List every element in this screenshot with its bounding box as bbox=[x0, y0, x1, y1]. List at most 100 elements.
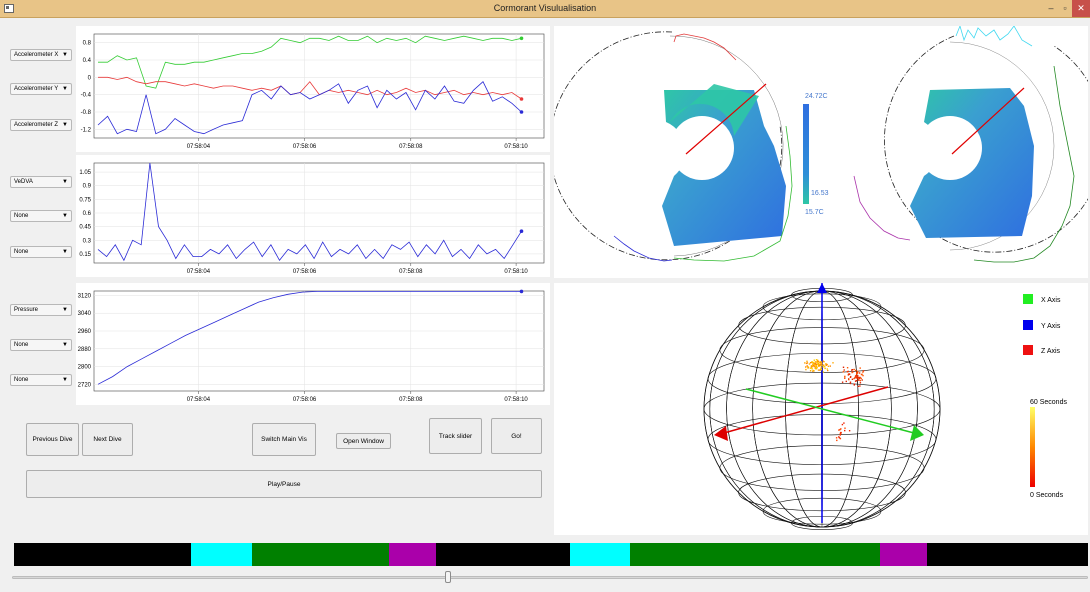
scatter-point bbox=[859, 385, 861, 387]
scatter-point bbox=[810, 365, 813, 367]
scatter-point bbox=[838, 436, 840, 438]
open-window-button[interactable]: Open Window bbox=[336, 433, 391, 449]
timeline-segment[interactable] bbox=[14, 543, 192, 566]
scatter-point bbox=[853, 368, 855, 371]
scatter-point bbox=[825, 364, 827, 366]
minimize-button[interactable]: – bbox=[1048, 3, 1054, 13]
scatter-point bbox=[836, 439, 838, 442]
scatter-point bbox=[841, 423, 844, 426]
go-button[interactable]: Go! bbox=[491, 418, 542, 454]
scatter-point bbox=[850, 375, 852, 378]
scatter-point bbox=[819, 363, 822, 366]
dropdown-arrow-icon: ▼ bbox=[62, 377, 68, 383]
timeline-segment[interactable] bbox=[252, 543, 389, 566]
next-dive-button[interactable]: Next Dive bbox=[82, 423, 133, 456]
playback-slider-track[interactable] bbox=[12, 576, 1088, 579]
scatter-point bbox=[814, 365, 817, 367]
series-end-point bbox=[519, 97, 524, 101]
scatter-point bbox=[845, 380, 847, 383]
chart1-selector-2[interactable]: Accelerometer Y ▼ bbox=[10, 83, 72, 95]
combo-label: Accelerometer Z bbox=[14, 122, 59, 128]
chart2-selector-2[interactable]: None ▼ bbox=[10, 210, 72, 222]
title-bar: Cormorant Visulualisation – ▫ ✕ bbox=[0, 0, 1090, 18]
scatter-point bbox=[852, 371, 854, 373]
play-pause-button[interactable]: Play/Pause bbox=[26, 470, 542, 498]
scatter-point bbox=[811, 368, 813, 370]
scatter-point bbox=[829, 365, 831, 367]
combo-label: None bbox=[14, 213, 29, 219]
pressure-chart: 3120 3040 2960 2880 2800 2720 07:58:04 07:58:06… bbox=[78, 289, 545, 403]
timeline-segment[interactable] bbox=[926, 543, 1088, 566]
chart1-selector-1[interactable]: Accelerometer X ▼ bbox=[10, 49, 72, 61]
previous-dive-button[interactable]: Previous Dive bbox=[26, 423, 79, 456]
scatter-point bbox=[818, 364, 820, 367]
chart3-selector-3[interactable]: None ▼ bbox=[10, 374, 72, 386]
x-tick-label: 07:58:06 bbox=[293, 144, 317, 150]
timeline-segment[interactable] bbox=[570, 543, 631, 566]
vedva-chart-panel: 1.05 0.9 0.75 0.6 0.45 0.3 0.15 07:58:04 07:58:0… bbox=[76, 155, 550, 277]
scatter-point bbox=[814, 361, 817, 363]
track-slider-button[interactable]: Track slider bbox=[429, 418, 482, 454]
scatter-point bbox=[810, 367, 812, 369]
scatter-point bbox=[844, 375, 846, 378]
scatter-point bbox=[851, 371, 853, 374]
x-tick-label: 07:58:10 bbox=[504, 397, 528, 403]
scatter-point bbox=[820, 366, 822, 368]
y-tick-label: 0.8 bbox=[83, 41, 92, 47]
scatter-point bbox=[848, 378, 850, 380]
maximize-button[interactable]: ▫ bbox=[1063, 3, 1067, 13]
dive-timeline[interactable] bbox=[14, 543, 1088, 566]
scatter-point bbox=[806, 365, 808, 367]
timeline-segment[interactable] bbox=[630, 543, 880, 566]
x-tick-label: 07:58:08 bbox=[399, 269, 423, 275]
y-tick-label: 0.6 bbox=[83, 211, 92, 217]
combo-label: Accelerometer X bbox=[14, 52, 59, 58]
close-button[interactable]: ✕ bbox=[1072, 0, 1090, 17]
polar-visualisation-panel: 24.72C 16.53 15.7C bbox=[549, 24, 1090, 278]
y-axis-legend-swatch bbox=[1023, 320, 1033, 330]
chart3-selector-1[interactable]: Pressure ▼ bbox=[10, 304, 72, 316]
scatter-point bbox=[854, 380, 857, 382]
chart1-selector-3[interactable]: Accelerometer Z ▼ bbox=[10, 119, 72, 131]
scatter-point bbox=[820, 368, 823, 371]
scatter-point bbox=[856, 371, 859, 373]
vedva-chart: 1.05 0.9 0.75 0.6 0.45 0.3 0.15 07:58:04 07:58:0… bbox=[79, 162, 545, 275]
scatter-point bbox=[854, 377, 856, 379]
scatter-point bbox=[820, 363, 823, 365]
scatter-point bbox=[821, 364, 823, 366]
scatter-point bbox=[812, 364, 815, 367]
combo-label: None bbox=[14, 249, 29, 255]
scatter-point bbox=[822, 360, 824, 362]
chart2-selector-3[interactable]: None ▼ bbox=[10, 246, 72, 258]
app-icon bbox=[4, 4, 14, 13]
scatter-point bbox=[856, 372, 858, 375]
y-tick-label: -1.2 bbox=[81, 127, 92, 133]
chart2-selector-1[interactable]: VeDVA ▼ bbox=[10, 176, 72, 188]
chart3-selector-2[interactable]: None ▼ bbox=[10, 339, 72, 351]
colorbar-max-label: 24.72C bbox=[805, 93, 828, 100]
timeline-segment[interactable] bbox=[879, 543, 927, 566]
scatter-point bbox=[815, 367, 818, 369]
combo-label: Pressure bbox=[14, 307, 39, 313]
scatter-point bbox=[809, 370, 812, 372]
scatter-point bbox=[822, 371, 825, 373]
sphere-visualisation: X Axis Y Axis Z Axis 60 Seconds 0 Second… bbox=[703, 283, 1067, 530]
x-tick-label: 07:58:10 bbox=[504, 144, 528, 150]
y-tick-label: 2960 bbox=[78, 329, 92, 335]
scatter-point bbox=[847, 370, 849, 373]
timeline-segment[interactable] bbox=[436, 543, 571, 566]
scatter-point bbox=[805, 362, 808, 365]
timeline-segment[interactable] bbox=[191, 543, 253, 566]
scatter-point bbox=[812, 361, 814, 364]
switch-main-vis-button[interactable]: Switch Main Vis bbox=[252, 423, 316, 456]
timeline-segment[interactable] bbox=[388, 543, 437, 566]
scatter-point bbox=[816, 361, 819, 364]
series-line bbox=[97, 162, 522, 262]
temperature-colorbar bbox=[803, 104, 809, 204]
scatter-point bbox=[813, 362, 815, 365]
scatter-point bbox=[851, 369, 854, 371]
scatter-point bbox=[860, 377, 862, 380]
playback-slider-handle[interactable] bbox=[444, 571, 451, 583]
scatter-point bbox=[846, 367, 849, 369]
scatter-point bbox=[818, 364, 820, 366]
